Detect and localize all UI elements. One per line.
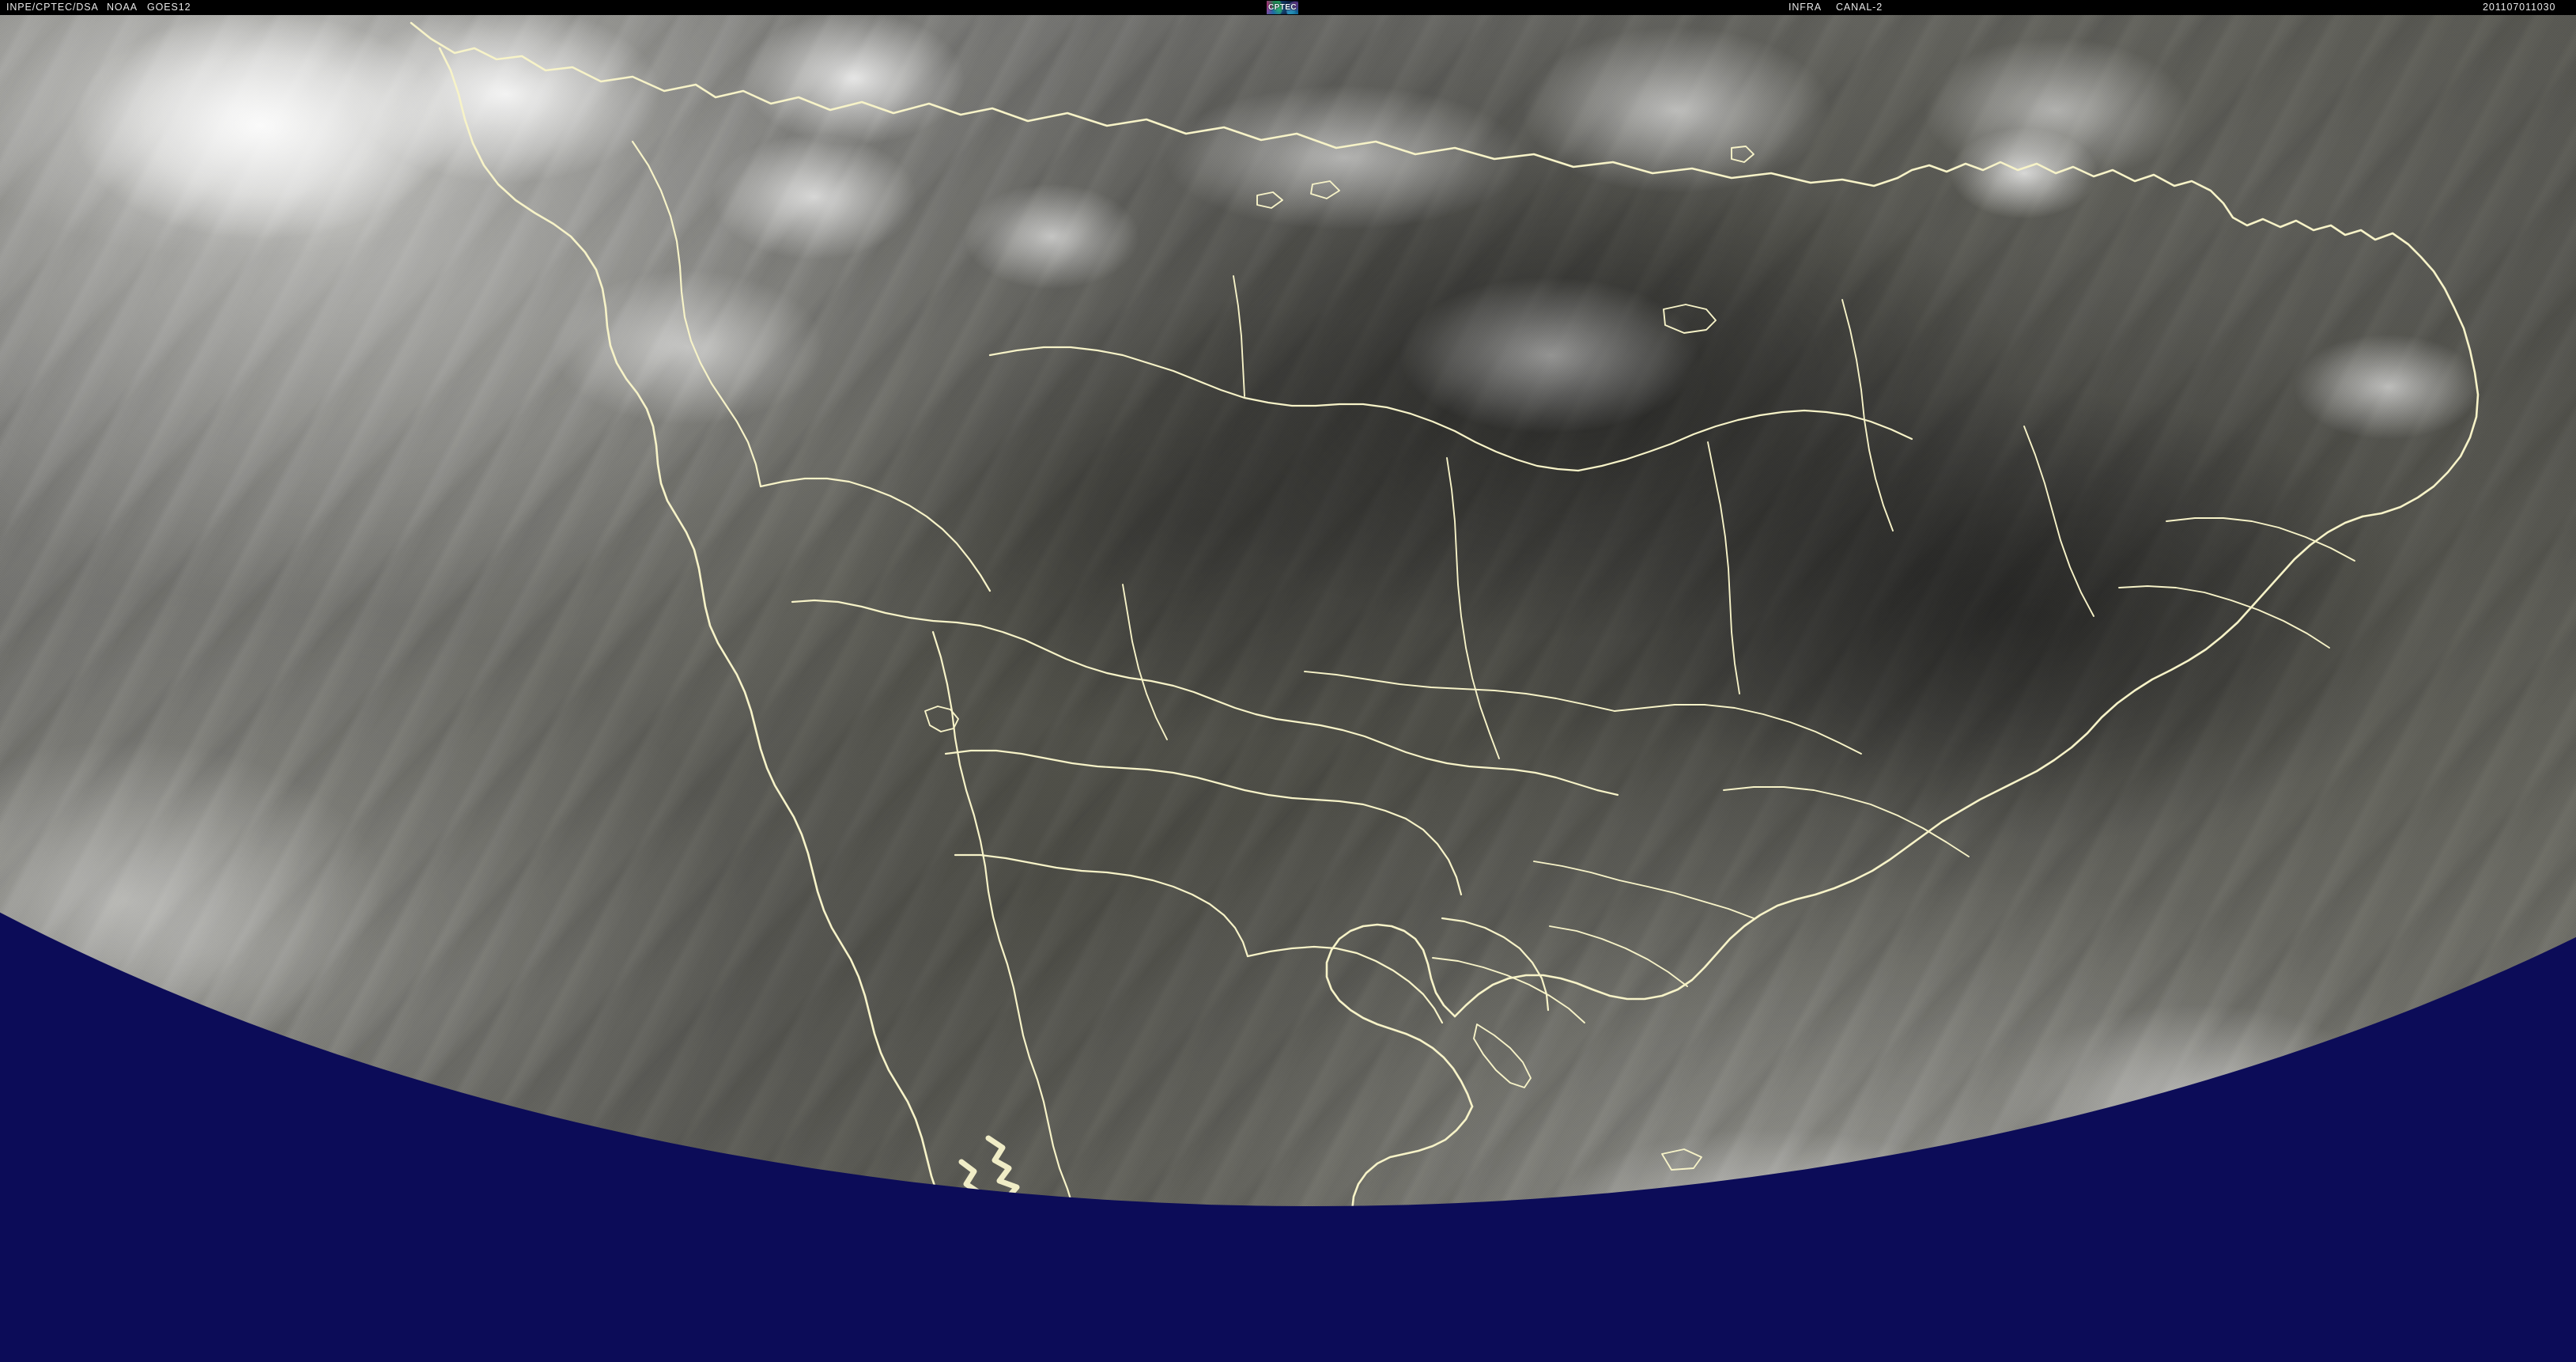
metadata-header-bar: INPE/CPTEC/DSA NOAA GOES12 INFRA CANAL-2… xyxy=(0,0,2576,15)
earth-disk-imagery xyxy=(0,15,2576,1206)
logo-swirl-right xyxy=(1286,2,1298,14)
channel-label: CANAL-2 xyxy=(1836,2,1883,13)
band-label: INFRA xyxy=(1788,2,1822,13)
logo-swirl-left xyxy=(1267,1,1282,14)
logo-text: CPTEC xyxy=(1268,3,1297,12)
satellite-label: GOES12 xyxy=(147,2,191,13)
cptec-logo-icon: CPTEC xyxy=(1267,1,1298,14)
timestamp-label: 201107011030 xyxy=(2483,2,2556,13)
agency-label: INPE/CPTEC/DSA xyxy=(6,2,99,13)
provider-label: NOAA xyxy=(107,2,138,13)
